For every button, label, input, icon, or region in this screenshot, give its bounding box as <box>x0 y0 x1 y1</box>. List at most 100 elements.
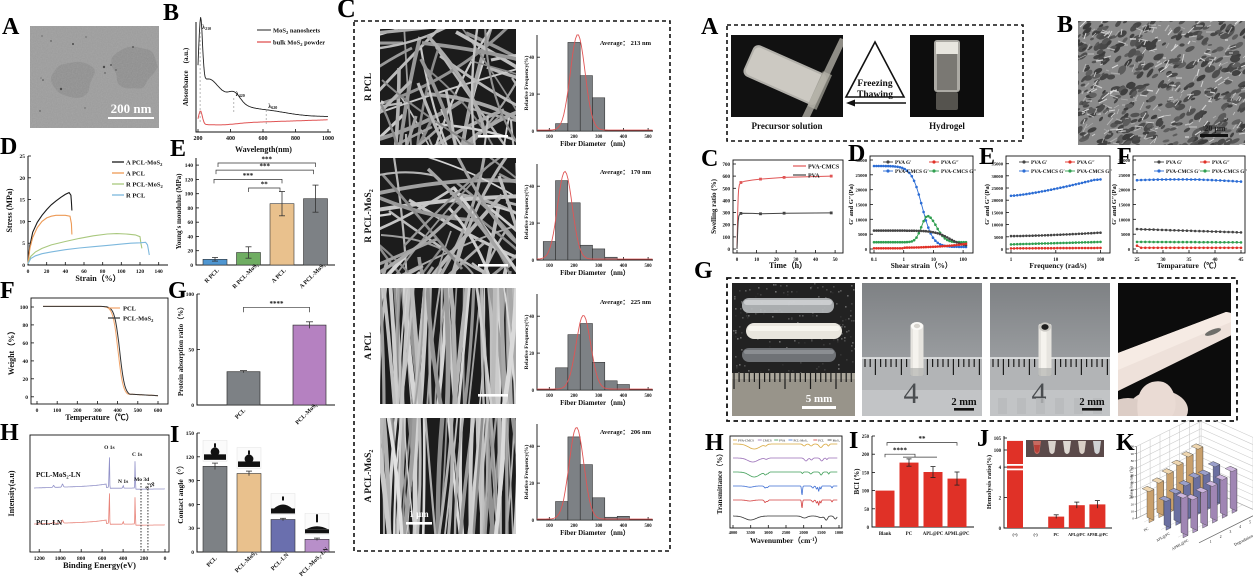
svg-text:20000: 20000 <box>1119 188 1131 193</box>
svg-text:40: 40 <box>23 359 29 365</box>
svg-text:PCL-MoS2-LN: PCL-MoS2-LN <box>36 471 81 480</box>
svg-text:105: 105 <box>994 437 1002 442</box>
svg-text:40: 40 <box>813 258 819 263</box>
svg-text:400: 400 <box>620 394 628 399</box>
svg-text:20: 20 <box>529 222 534 227</box>
svg-text:15000: 15000 <box>992 210 1004 215</box>
svg-text:150: 150 <box>862 471 870 476</box>
svg-text:800: 800 <box>77 556 86 562</box>
svg-text:200: 200 <box>862 453 870 458</box>
svg-text:40: 40 <box>1131 488 1135 492</box>
svg-text:200: 200 <box>194 136 203 142</box>
svg-text:60: 60 <box>189 502 195 508</box>
svg-text:PCL: PCL <box>818 438 824 442</box>
svg-text:100: 100 <box>1097 258 1105 263</box>
svg-text:5: 5 <box>1249 520 1251 524</box>
svg-text:PC: PC <box>906 532 913 537</box>
svg-text:500: 500 <box>134 408 143 414</box>
svg-text:Intensity(a.u): Intensity(a.u) <box>7 470 16 516</box>
svg-text:PVA G″: PVA G″ <box>1212 160 1230 166</box>
svg-text:25000: 25000 <box>856 173 868 178</box>
svg-text:500: 500 <box>644 524 652 529</box>
svg-text:4: 4 <box>999 466 1002 471</box>
svg-text:500: 500 <box>644 264 652 269</box>
svg-text:0.1: 0.1 <box>871 258 878 263</box>
svg-text:2: 2 <box>1220 535 1222 539</box>
svg-text:20000: 20000 <box>992 198 1004 203</box>
svg-text:300: 300 <box>93 408 102 414</box>
svg-text:0: 0 <box>1132 517 1134 521</box>
svg-text:25: 25 <box>20 154 26 160</box>
svg-text:G′ and G″(Pa): G′ and G″(Pa) <box>1112 184 1118 225</box>
svg-text:20: 20 <box>774 258 780 263</box>
svg-text:10000: 10000 <box>856 217 868 222</box>
svg-text:20: 20 <box>529 93 534 98</box>
svg-text:20: 20 <box>188 249 194 255</box>
svg-text:0: 0 <box>36 408 39 414</box>
svg-text:0: 0 <box>1001 247 1004 252</box>
svg-text:100: 100 <box>546 394 554 399</box>
svg-text:10000: 10000 <box>992 223 1004 228</box>
svg-text:10: 10 <box>20 219 26 225</box>
svg-text:800: 800 <box>291 136 300 142</box>
svg-text:S 2p: S 2p <box>144 481 156 492</box>
svg-text:4: 4 <box>904 377 919 410</box>
svg-text:40: 40 <box>529 185 534 190</box>
svg-text:30: 30 <box>1131 495 1135 499</box>
svg-text:0: 0 <box>532 389 535 394</box>
svg-text:600: 600 <box>723 175 731 180</box>
svg-text:2: 2 <box>999 497 1002 502</box>
svg-text:Freezing: Freezing <box>857 79 892 89</box>
svg-text:(-): (-) <box>1034 532 1039 537</box>
svg-text:100: 100 <box>185 192 194 198</box>
svg-text:40: 40 <box>529 445 534 450</box>
svg-text:20000: 20000 <box>856 188 868 193</box>
svg-text:60: 60 <box>1131 474 1135 478</box>
svg-text:Average： 206 nm: Average： 206 nm <box>600 429 652 436</box>
svg-text:200: 200 <box>140 556 149 562</box>
svg-text:400: 400 <box>620 524 628 529</box>
svg-text:20: 20 <box>44 269 50 275</box>
svg-text:4000: 4000 <box>729 530 738 535</box>
svg-text:PCL: PCL <box>206 556 219 569</box>
svg-text:N 1s: N 1s <box>118 479 128 485</box>
svg-text:140: 140 <box>155 269 164 275</box>
svg-text:λ210: λ210 <box>202 25 211 31</box>
svg-text:Mass loss rate (%): Mass loss rate (%) <box>1128 466 1133 499</box>
svg-text:Blank: Blank <box>879 532 892 537</box>
svg-text:Relative Frequency(%): Relative Frequency(%) <box>523 55 530 110</box>
svg-text:600: 600 <box>259 136 268 142</box>
svg-text:****: **** <box>270 300 285 308</box>
svg-text:50: 50 <box>189 348 195 354</box>
svg-text:90: 90 <box>1131 452 1135 456</box>
svg-text:PVA: PVA <box>779 438 786 442</box>
svg-text:PVA-CMCS: PVA-CMCS <box>808 165 840 171</box>
svg-text:A PCL-MoS2: A PCL-MoS2 <box>126 160 163 168</box>
svg-text:500: 500 <box>644 135 652 140</box>
svg-text:PVA G′: PVA G′ <box>895 160 912 166</box>
svg-text:4: 4 <box>1239 525 1241 529</box>
svg-text:***: *** <box>243 172 254 180</box>
svg-text:APL@PC: APL@PC <box>1068 532 1085 537</box>
svg-text:C 1s: C 1s <box>132 452 142 458</box>
svg-text:R PCL: R PCL <box>126 193 146 200</box>
svg-text:100: 100 <box>546 524 554 529</box>
svg-text:Shear strain（%）: Shear strain（%） <box>891 260 953 270</box>
svg-text:***: *** <box>262 155 273 163</box>
svg-text:****: **** <box>893 447 908 455</box>
svg-text:0: 0 <box>999 527 1002 532</box>
svg-text:Fiber Diameter（nm）: Fiber Diameter（nm） <box>560 529 630 537</box>
svg-text:5000: 5000 <box>858 232 868 237</box>
svg-text:PVA-CMCS G″: PVA-CMCS G″ <box>941 169 976 175</box>
svg-text:400: 400 <box>119 556 128 562</box>
svg-text:400: 400 <box>620 135 628 140</box>
svg-text:Contact angle（°）: Contact angle（°） <box>175 461 185 523</box>
svg-text:500: 500 <box>723 187 731 192</box>
svg-text:PCL-MoS₂: PCL-MoS₂ <box>295 402 319 426</box>
svg-text:Absorbance (a.u.): Absorbance (a.u.) <box>182 47 190 106</box>
svg-text:100: 100 <box>20 305 29 311</box>
svg-text:300: 300 <box>595 524 603 529</box>
svg-text:G′ and G″(Pa): G′ and G″(Pa) <box>984 184 991 225</box>
svg-text:λ420: λ420 <box>236 92 245 98</box>
svg-text:(+): (+) <box>1012 532 1018 537</box>
